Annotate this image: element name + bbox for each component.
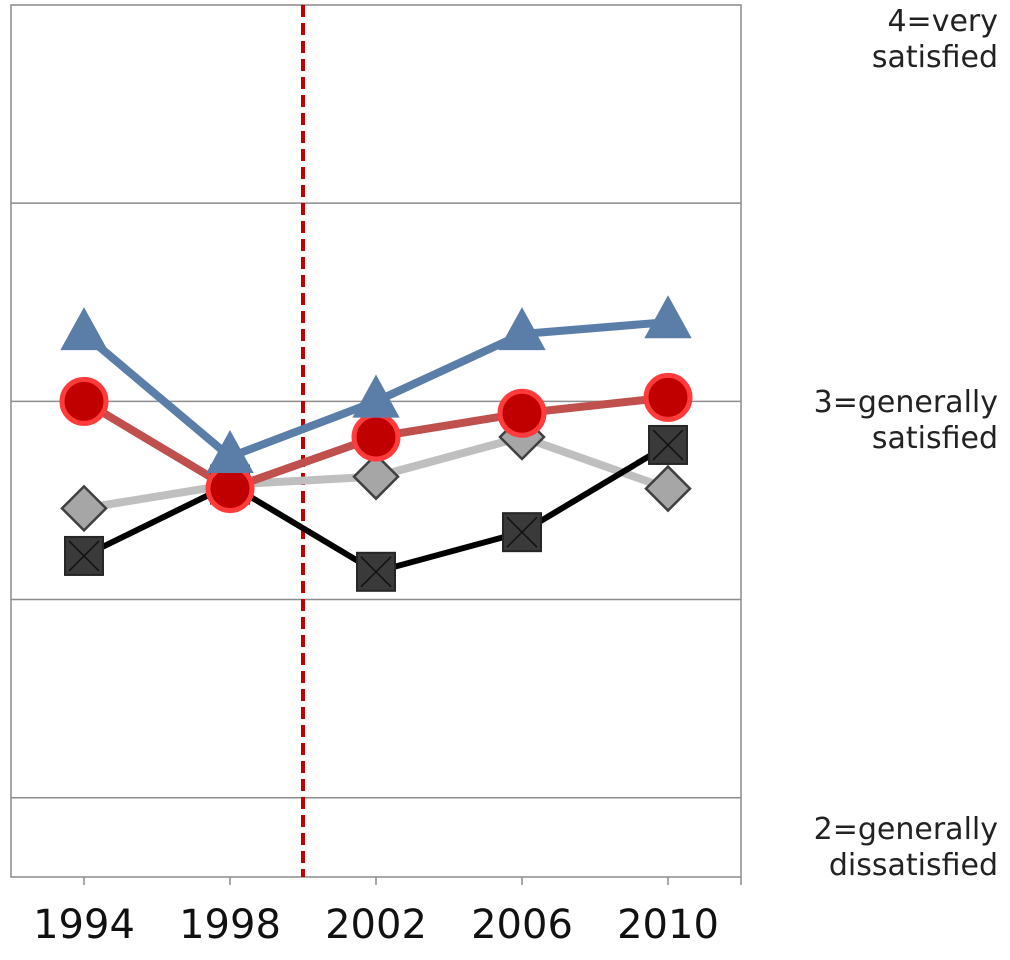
y-tick-label-line: dissatisfied	[828, 848, 998, 883]
marker-circle-2006	[497, 388, 547, 438]
marker-circle-2010	[643, 372, 693, 422]
x-axis-labels: 1994 1998 2002 2006 2010	[33, 902, 719, 948]
x-tick-label-1994: 1994	[33, 902, 135, 948]
series-markers	[59, 295, 693, 592]
y-tick-label-line: satisfied	[871, 40, 998, 75]
y-tick-label-3: 3=generally satisfied	[814, 385, 998, 457]
marker-triangle-2006	[498, 307, 546, 351]
marker-square-2002-cross	[360, 556, 392, 588]
y-tick-label-line: 3=generally	[813, 385, 998, 420]
x-tick-label-2006: 2006	[471, 902, 573, 948]
marker-diamond-1994	[60, 484, 108, 533]
marker-circle-1998	[205, 464, 255, 514]
marker-triangle-1994	[60, 307, 108, 351]
y-tick-label-line: satisfied	[871, 421, 998, 456]
marker-square-2010-cross	[652, 429, 684, 461]
x-tick-label-1998: 1998	[179, 902, 281, 948]
y-tick-label-4: 4=very satisfied	[872, 4, 998, 76]
marker-square-2006-cross	[506, 516, 538, 548]
marker-triangle-2002	[352, 374, 400, 418]
y-tick-label-2: 2=generally dissatisfied	[814, 812, 998, 884]
y-tick-label-line: 4=very	[887, 4, 998, 39]
marker-triangle-2010	[644, 295, 692, 339]
marker-diamond-2002	[352, 452, 400, 501]
x-tick-label-2002: 2002	[325, 902, 427, 948]
x-tick-label-2010: 2010	[617, 902, 719, 948]
marker-triangle-1998	[206, 429, 254, 474]
marker-diamond-2010	[644, 464, 692, 513]
y-tick-label-line: 2=generally	[813, 812, 998, 847]
marker-square-1994-cross	[68, 540, 100, 572]
x-axis-ticks	[83, 877, 742, 885]
marker-circle-1994	[59, 376, 109, 426]
marker-circle-2002	[351, 412, 401, 462]
